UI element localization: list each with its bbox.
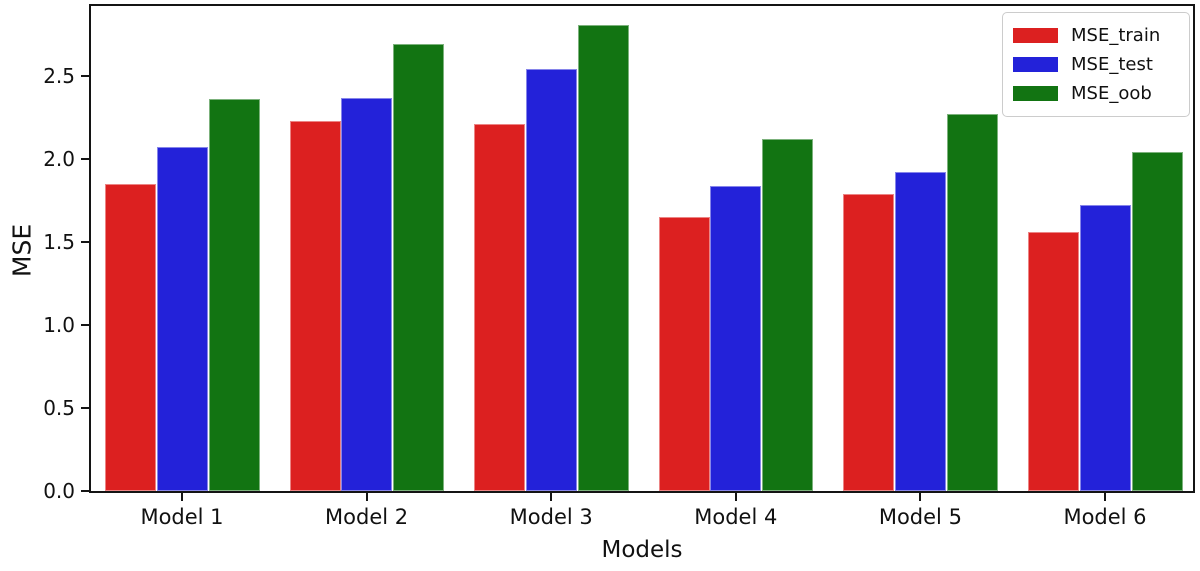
legend-swatch-mse_train — [1013, 28, 1058, 43]
y-tick-label: 1.5 — [43, 230, 75, 254]
bar-model2-mse_train — [289, 121, 341, 491]
y-tick-mark-0.5 — [81, 407, 89, 409]
legend-row-mse_oob: MSE_oob — [1013, 79, 1189, 108]
bar-model1-mse_test — [156, 147, 208, 491]
y-tick-mark-0.0 — [81, 490, 89, 492]
legend: MSE_train MSE_test MSE_oob — [1002, 12, 1190, 117]
bar-model2-mse_test — [341, 98, 393, 491]
bar-model5-mse_oob — [946, 114, 998, 491]
bar-model4-mse_test — [710, 186, 762, 491]
x-tick-mark — [550, 493, 553, 501]
y-tick-label: 0.5 — [43, 396, 75, 420]
bar-model1-mse_train — [105, 184, 156, 491]
bar-model3-mse_oob — [577, 25, 629, 491]
legend-label: MSE_train — [1071, 25, 1161, 46]
legend-row-mse_train: MSE_train — [1013, 21, 1189, 50]
y-tick-label: 2.5 — [43, 64, 75, 88]
x-tick-label: Model 1 — [140, 505, 224, 529]
y-tick-label: 2.0 — [43, 147, 75, 171]
plot-area: MSE_train MSE_test MSE_oob — [89, 4, 1195, 493]
y-tick-mark-2.5 — [81, 75, 89, 77]
x-tick-label: Model 2 — [325, 505, 409, 529]
y-tick-mark-1.0 — [81, 324, 89, 326]
x-tick-mark — [734, 493, 737, 501]
legend-row-mse_test: MSE_test — [1013, 50, 1189, 79]
bar-model1-mse_oob — [208, 99, 260, 491]
y-tick-label: 1.0 — [43, 313, 75, 337]
legend-swatch-mse_oob — [1013, 86, 1058, 101]
x-tick-label: Model 6 — [1063, 505, 1147, 529]
x-tick-label: Model 4 — [694, 505, 778, 529]
bar-model6-mse_train — [1028, 232, 1079, 491]
bar-model6-mse_oob — [1131, 152, 1183, 491]
x-tick-mark — [181, 493, 183, 501]
y-tick-mark-2.0 — [81, 158, 89, 160]
legend-label: MSE_test — [1071, 54, 1153, 75]
bar-model5-mse_test — [894, 172, 946, 491]
bar-model3-mse_train — [474, 124, 526, 491]
y-tick-mark-1.5 — [81, 241, 89, 243]
x-tick-mark — [1104, 493, 1106, 501]
legend-label: MSE_oob — [1071, 83, 1152, 104]
bar-model5-mse_train — [843, 194, 895, 491]
bar-model6-mse_test — [1079, 205, 1131, 491]
x-tick-mark — [919, 493, 922, 501]
bar-model4-mse_oob — [762, 139, 814, 491]
x-tick-label: Model 3 — [509, 505, 593, 529]
bar-model2-mse_oob — [393, 44, 445, 491]
y-tick-label: 0.0 — [43, 479, 75, 503]
bar-model3-mse_test — [525, 69, 577, 491]
bar-model4-mse_train — [658, 217, 710, 491]
x-tick-label: Model 5 — [878, 505, 962, 529]
x-axis-label: Models — [601, 537, 683, 563]
x-tick-mark — [365, 493, 368, 501]
legend-swatch-mse_test — [1013, 57, 1058, 72]
